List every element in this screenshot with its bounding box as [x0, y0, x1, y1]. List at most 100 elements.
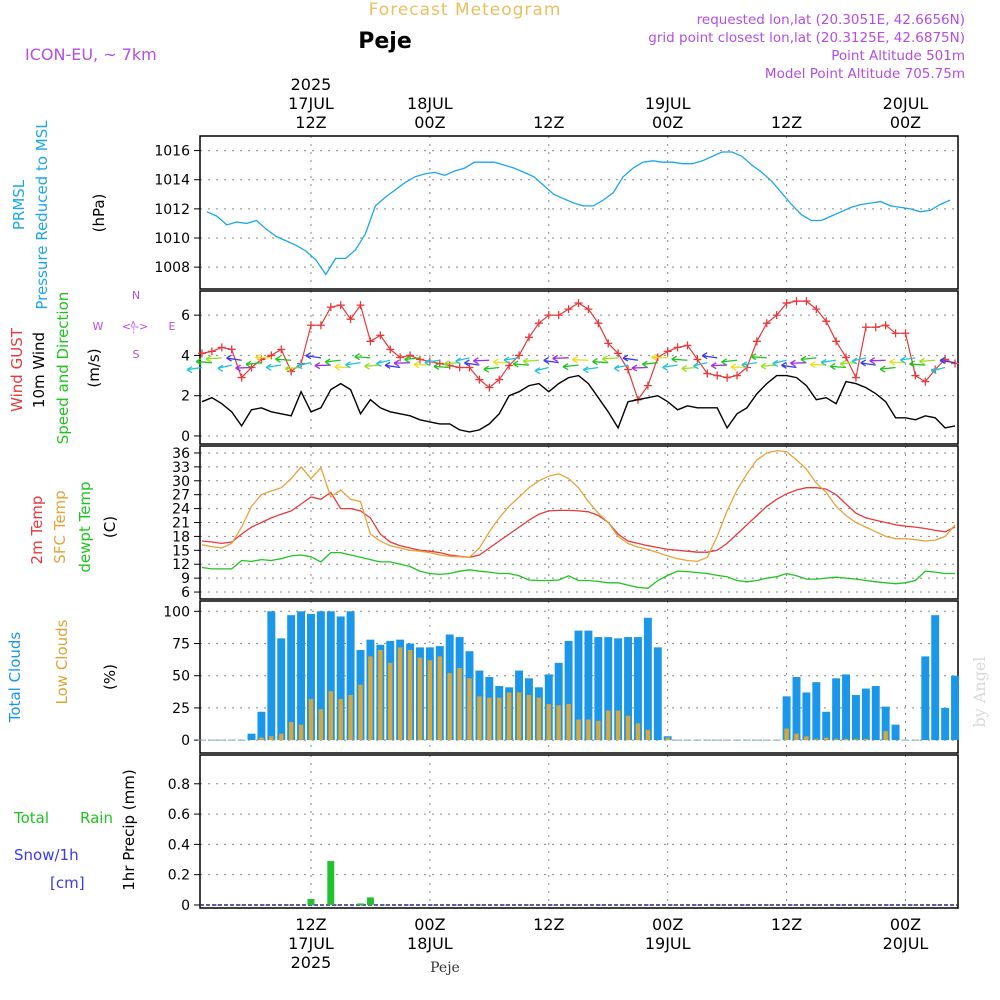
y-tick-label: 2: [181, 389, 190, 405]
gust-marker: [376, 331, 385, 340]
total-cloud-bar: [782, 696, 791, 741]
wind-arrow: [710, 362, 728, 370]
gust-marker: [415, 355, 424, 364]
compass-rose: N --> <--> W E S: [93, 289, 176, 361]
gust-marker: [406, 351, 415, 360]
wind-arrow: [324, 358, 341, 366]
y-tick-label: 9: [181, 571, 190, 587]
top-time-label: 12Z: [295, 113, 326, 132]
point-altitude: Point Altitude 501m: [831, 48, 965, 64]
bottom-time-label: 00Z: [414, 915, 445, 934]
wind-arrow: [195, 357, 212, 366]
y-tick-label: 0: [181, 429, 190, 445]
cloud-label-2: Low Clouds: [53, 619, 71, 704]
precip-label-rain: Rain: [80, 809, 113, 827]
y-tick-label: 1014: [154, 173, 190, 189]
wind-arrow: [305, 352, 321, 360]
gust-marker: [455, 363, 464, 372]
total-cloud-bar: [297, 611, 306, 741]
bottom-time-label: 2025: [291, 953, 332, 972]
wind-arrow: [205, 355, 222, 363]
low-cloud-bar: [259, 737, 264, 741]
low-cloud-bar: [536, 697, 542, 741]
compass-we: <-->: [122, 320, 148, 333]
wind-arrow: [464, 359, 480, 367]
panel-frame: [199, 445, 959, 600]
gust-marker: [554, 311, 563, 320]
top-time-label: 00Z: [414, 113, 445, 132]
wind-label-3: Speed and Direction: [54, 292, 72, 445]
compass-e: E: [169, 320, 176, 333]
gust-marker: [951, 359, 960, 368]
gust-marker: [594, 319, 603, 328]
wind-arrow: [613, 364, 629, 372]
total-cloud-bar: [871, 686, 880, 741]
wind-arrow: [473, 357, 490, 365]
gust-marker: [386, 345, 395, 354]
total-cloud-bar: [346, 611, 355, 741]
top-time-label: 17JUL: [288, 94, 334, 113]
gust-marker: [782, 299, 791, 308]
wind-labels: Wind GUST 10m Wind Speed and Direction (…: [8, 289, 176, 444]
low-cloud-bar: [576, 719, 581, 741]
wind-arrow: [296, 362, 312, 370]
y-tick-label: 18: [172, 529, 190, 545]
y-tick-label: 15: [172, 543, 190, 559]
wind-arrow: [572, 356, 589, 364]
wind-arrow: [889, 358, 906, 366]
wind-arrow: [839, 360, 856, 368]
top-time-label: 12Z: [771, 113, 802, 132]
gust-marker: [703, 369, 712, 378]
wind-arrow: [760, 362, 777, 370]
low-cloud-bar: [645, 729, 651, 741]
low-cloud-bar: [596, 720, 601, 741]
wind-arrow: [829, 362, 847, 370]
wind-arrow: [503, 356, 520, 364]
low-cloud-bar: [814, 738, 819, 741]
total-cloud-bar: [643, 617, 652, 741]
gust-marker: [524, 333, 533, 342]
wind-arrow: [741, 361, 757, 369]
top-time-label: 00Z: [652, 113, 683, 132]
gust-marker: [544, 311, 553, 320]
wind-arrow: [721, 358, 738, 366]
y-tick-label: 0.8: [168, 777, 190, 793]
low-cloud-bar: [447, 673, 452, 741]
gust-marker: [197, 349, 206, 358]
wind-arrow: [186, 366, 203, 374]
y-tick-label: 1016: [154, 144, 190, 160]
wind-arrow: [602, 355, 619, 363]
total-cloud-bar: [633, 637, 642, 741]
total-cloud-bar: [851, 695, 860, 741]
gust-marker: [267, 351, 276, 360]
y-tick-label: 50: [172, 669, 190, 685]
gust-marker: [891, 329, 900, 338]
total-cloud-bar: [584, 630, 593, 741]
wind-arrow: [364, 362, 381, 370]
gust-marker: [475, 375, 484, 384]
wind-arrow: [790, 359, 807, 367]
gust-marker: [802, 297, 811, 306]
low-cloud-bar: [853, 738, 859, 741]
gust-marker: [713, 371, 722, 380]
panel-5: 0 0.2 0.4 0.6 0.8: [168, 754, 959, 914]
cloud-label-1: Total Clouds: [6, 632, 24, 724]
wind-arrow: [483, 365, 500, 373]
gust-marker: [485, 383, 494, 392]
wind-arrow: [662, 363, 678, 371]
low-cloud-bar: [388, 662, 393, 741]
y-tick-label: 1008: [154, 260, 190, 276]
total-cloud-bar: [891, 724, 900, 741]
gust-marker: [723, 373, 732, 382]
wind-line: [201, 374, 956, 433]
wind-arrow: [900, 356, 916, 364]
panel-1: 1008 1010 1012 1014 1016: [154, 135, 959, 290]
precip-unit: 1hr Precip (mm): [120, 769, 138, 890]
low-cloud-bar: [308, 698, 314, 741]
gust-marker: [733, 371, 742, 380]
low-cloud-bar: [497, 697, 502, 741]
bottom-time-label: 12Z: [295, 915, 326, 934]
wind-arrow: [772, 359, 787, 368]
pressure-unit: (hPa): [90, 194, 108, 233]
gust-marker: [643, 381, 652, 390]
